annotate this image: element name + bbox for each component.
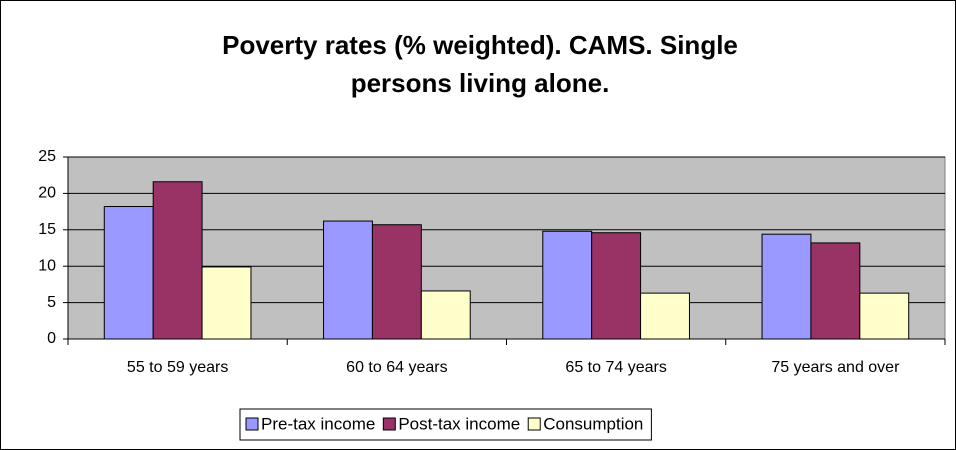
y-tick-label: 0 [47,330,56,347]
bar [761,233,812,340]
bar [810,242,861,340]
legend-label: Consumption [543,414,643,433]
legend-label: Post-tax income [398,414,520,433]
legend-label: Pre-tax income [261,414,375,433]
y-tick-label: 15 [38,221,56,238]
x-tick-label: 75 years and over [771,359,900,376]
bar [152,181,203,340]
legend-swatch [382,417,396,431]
bar [640,292,690,340]
bar [591,232,642,340]
bar [103,206,154,340]
y-tick-label: 25 [38,148,56,165]
legend-swatch [527,417,541,431]
legend-swatch [245,417,259,431]
chart-title: persons living alone. [351,68,610,98]
y-tick-label: 20 [38,185,56,202]
y-tick-label: 10 [38,257,56,274]
bar [542,230,593,340]
bar [201,266,252,340]
y-tick-label: 5 [47,294,56,311]
bar [859,292,910,340]
bar [420,290,471,340]
chart-title: Poverty rates (% weighted). CAMS. Single [222,30,738,60]
x-tick-label: 55 to 59 years [127,359,228,376]
x-tick-label: 60 to 64 years [346,359,447,376]
bar [371,224,422,340]
bar [323,220,373,340]
legend [239,408,652,441]
x-tick-label: 65 to 74 years [565,359,666,376]
